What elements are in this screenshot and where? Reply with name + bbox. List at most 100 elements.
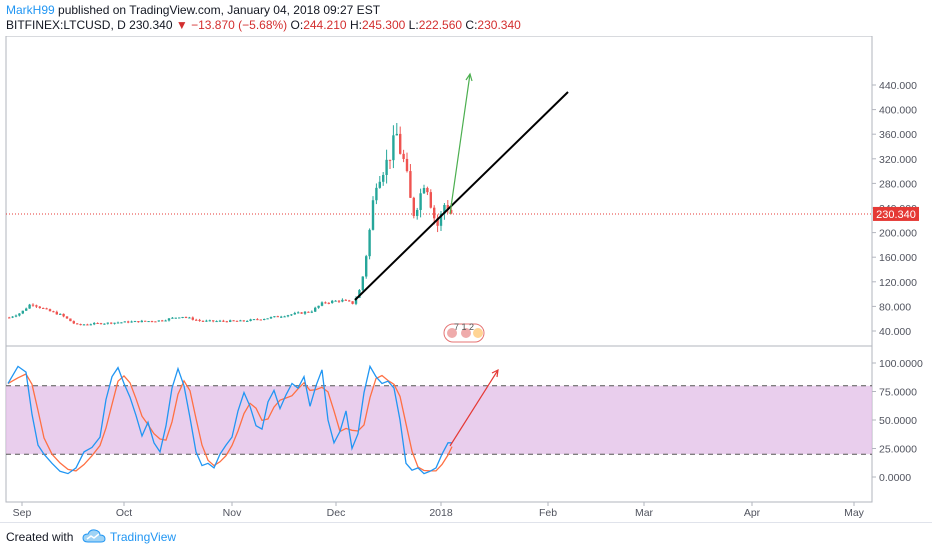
current-price-tag-text: 230.340 [876, 209, 916, 221]
candle-body [35, 305, 38, 307]
candle-body [263, 319, 266, 321]
candle-body [344, 299, 347, 301]
candle-body [307, 311, 310, 313]
price-tick-label: 40.000 [879, 326, 911, 338]
candle-body [297, 312, 300, 314]
candle-body [368, 229, 371, 257]
candle-body [443, 205, 446, 214]
candle-body [174, 317, 177, 319]
footer: Created with TradingView [0, 522, 932, 550]
candle-body [130, 321, 133, 323]
price-tick-label: 80.000 [879, 301, 911, 313]
candle-body [378, 181, 381, 188]
time-tick-label: Feb [539, 507, 557, 519]
candle-body [419, 193, 422, 210]
candle-body [208, 320, 211, 322]
high-value: 245.300 [361, 18, 406, 32]
red-arrow-head-icon [491, 368, 499, 378]
publish-line: MarkH99 published on TradingView.com, Ja… [6, 3, 380, 17]
candle-body [150, 321, 154, 323]
oscillator-tick-label: 75.0000 [879, 387, 917, 399]
events-count: 7 1 2 [454, 322, 474, 332]
price-tick-label: 440.000 [879, 80, 917, 92]
candle-body [147, 321, 150, 323]
candle-body [422, 187, 426, 194]
trendline[interactable] [354, 91, 569, 301]
candle-body [103, 323, 106, 325]
author-link[interactable]: MarkH99 [6, 3, 55, 17]
candle-body [334, 300, 337, 302]
candle-body [38, 306, 41, 308]
green-projection-arrow[interactable] [449, 73, 471, 215]
current-price-tag [873, 206, 919, 221]
candle-body [116, 322, 120, 324]
candle-body [21, 310, 24, 314]
candle-body [11, 316, 14, 318]
candle-body [300, 312, 303, 314]
candle-body [429, 192, 432, 208]
candle-body [205, 320, 208, 322]
candle-body [276, 316, 279, 318]
flag-events-icon[interactable]: 7 1 2 [443, 322, 485, 343]
price-tick-label: 160.000 [879, 252, 917, 264]
candle-body [127, 321, 130, 323]
price-pane[interactable] [5, 36, 873, 347]
oscillator-tick-label: 0.0000 [879, 472, 911, 484]
chart-header: MarkH99 published on TradingView.com, Ja… [0, 0, 932, 36]
candle-body [399, 133, 402, 154]
candle-body [99, 323, 103, 325]
candle-body [273, 316, 276, 318]
candle-body [31, 304, 35, 306]
candle-body [215, 321, 218, 323]
candle-body [86, 324, 89, 326]
price-tick-label: 320.000 [879, 154, 917, 166]
candle-body [232, 320, 235, 322]
candle-body [123, 321, 126, 323]
candle-body [317, 305, 320, 308]
candle-body [446, 205, 449, 210]
candle-body [409, 171, 412, 198]
candle-body [392, 135, 395, 161]
tradingview-cloud-icon[interactable] [82, 528, 106, 544]
published-text: published on TradingView.com, January 04… [58, 3, 381, 17]
red-projection-arrow[interactable] [449, 369, 499, 447]
candle-body [195, 319, 198, 321]
close-label: C: [465, 18, 478, 32]
candle-body [416, 209, 419, 216]
candle-body [212, 320, 215, 322]
candle-body [171, 317, 174, 319]
candle-body [436, 218, 439, 226]
candle-body [42, 307, 45, 309]
candle-body [52, 311, 55, 313]
candle-body [235, 320, 239, 322]
candle-body [354, 297, 358, 304]
candle-body [439, 213, 443, 226]
candle-body [324, 302, 327, 304]
candle-body [218, 320, 222, 322]
candle-body [320, 302, 324, 306]
tradingview-brand[interactable]: TradingView [110, 530, 177, 544]
candle-body [161, 320, 164, 322]
candle-body [65, 316, 69, 319]
candle-body [361, 276, 364, 291]
candle-body [314, 307, 317, 312]
green-arrow-head-icon [465, 72, 473, 82]
candle-body [59, 313, 62, 315]
candle-body [96, 322, 99, 324]
candle-body [249, 319, 252, 321]
candle-body [140, 320, 143, 323]
time-tick-label: May [844, 507, 865, 519]
chart-canvas[interactable]: 440.000400.000360.000320.000280.000240.0… [0, 36, 932, 522]
candle-body [266, 318, 269, 320]
candle-body [28, 304, 31, 309]
time-tick-label: Apr [744, 507, 761, 519]
high-label: H: [349, 18, 362, 32]
oscillator-axis[interactable]: 100.0000 75.0000 50.0000 25.0000 0.0000 [872, 358, 923, 484]
candle-body [310, 311, 313, 313]
time-tick-label: Oct [116, 507, 132, 519]
candle-body [371, 200, 375, 230]
time-axis[interactable]: Sep Oct Nov Dec 2018 Feb Mar Apr May [13, 502, 865, 519]
candle-body [385, 159, 388, 175]
candle-body [395, 133, 398, 136]
candle-body [341, 299, 344, 302]
